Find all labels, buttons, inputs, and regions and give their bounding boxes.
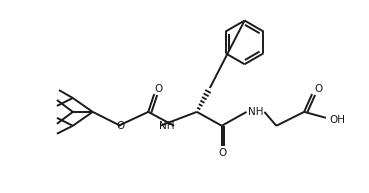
Text: NH: NH [159,121,175,131]
Text: O: O [314,84,322,94]
Text: O: O [218,148,227,158]
Text: NH: NH [248,107,263,117]
Text: OH: OH [329,115,345,125]
Text: O: O [154,84,162,94]
Text: O: O [116,121,125,131]
